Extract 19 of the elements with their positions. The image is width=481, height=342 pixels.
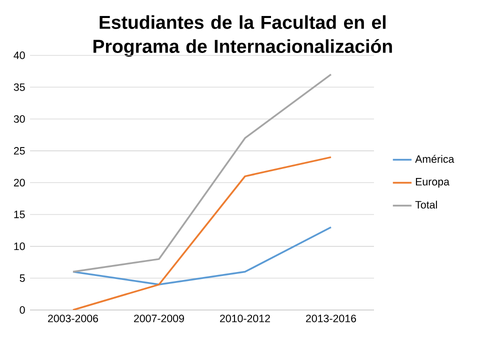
y-tick-label: 10 <box>14 242 25 250</box>
x-tick-label: 2010-2012 <box>220 314 270 322</box>
y-tick-label: 0 <box>20 306 25 314</box>
y-tick-label: 25 <box>14 147 25 155</box>
x-tick-label: 2007-2009 <box>134 314 184 322</box>
legend-label: Europa <box>416 178 450 188</box>
y-tick-label: 30 <box>14 115 25 123</box>
y-tick-label: 35 <box>14 83 25 91</box>
line-series <box>72 74 332 273</box>
x-tick-label: 2013-2016 <box>306 314 356 322</box>
y-tick-label: 15 <box>14 210 25 218</box>
y-tick-label: 40 <box>14 52 25 60</box>
legend-label: Total <box>415 200 437 209</box>
legend-label: América <box>415 154 454 163</box>
chart-title: Estudiantes de la Facultad en el Programa de Internacionalización <box>94 15 392 57</box>
line-series <box>72 156 332 310</box>
y-tick-label: 20 <box>14 178 25 186</box>
y-tick-label: 5 <box>20 274 25 282</box>
x-tick-label: 2003-2006 <box>48 314 98 322</box>
